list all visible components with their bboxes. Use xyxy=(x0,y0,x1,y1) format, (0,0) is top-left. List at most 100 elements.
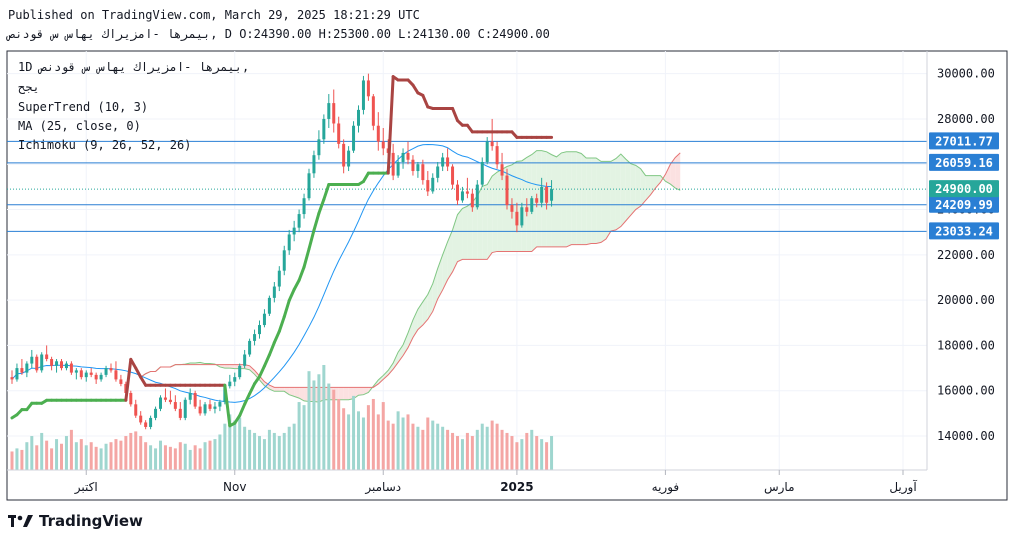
candle xyxy=(159,395,162,412)
candle-body xyxy=(287,234,291,251)
level-label-bg xyxy=(929,153,999,171)
candle xyxy=(79,368,83,380)
candle-body xyxy=(173,402,177,409)
price-tick-label: 20000.00 xyxy=(937,293,995,307)
volume-bar xyxy=(540,439,544,470)
volume-bar xyxy=(530,429,534,470)
candle xyxy=(451,164,455,190)
candle xyxy=(322,114,326,144)
candle xyxy=(376,112,380,151)
candle-body xyxy=(69,363,73,373)
candle-body xyxy=(267,297,271,314)
candle xyxy=(327,94,331,129)
candle xyxy=(456,180,459,206)
volume-bar xyxy=(391,423,395,470)
supertrend-segment xyxy=(282,299,291,319)
candle-body xyxy=(233,377,237,382)
legend-symbol: 1D بيمرها -امزيراك يهاس س قودنص, xyxy=(18,60,250,74)
candle-body xyxy=(465,191,469,194)
volume-bar xyxy=(168,446,172,470)
volume-bar xyxy=(347,414,351,470)
candle xyxy=(149,415,153,430)
time-tick-label: دسامبر xyxy=(364,480,401,495)
candle-body xyxy=(84,372,88,378)
supertrend-segment xyxy=(272,329,281,345)
volume-bar xyxy=(64,436,68,470)
candle xyxy=(342,139,346,174)
legend-ichimoku[interactable]: Ichimoku (9, 26, 52, 26) xyxy=(18,138,192,152)
candle-body xyxy=(535,198,539,203)
volume-bar xyxy=(465,432,469,470)
candle-body xyxy=(213,406,217,409)
candle xyxy=(411,155,415,176)
volume-bar xyxy=(520,439,524,470)
volume-bar xyxy=(208,440,212,470)
candle xyxy=(60,359,63,371)
volume-bar xyxy=(25,442,29,470)
last-price-label: 24900.00 xyxy=(935,182,993,196)
supertrend-segment xyxy=(302,247,311,269)
supertrend-segment xyxy=(317,197,326,215)
price-tick-label: 30000.00 xyxy=(937,67,995,81)
candle-body xyxy=(243,354,247,366)
time-axis[interactable]: اکتبر Nov دسامبر 2025 فوریه مارس آوریل xyxy=(74,470,918,495)
volume-bar xyxy=(421,429,425,470)
candle-body xyxy=(446,157,450,167)
candle xyxy=(267,295,271,316)
price-axis[interactable]: 14000.00 16000.00 18000.00 20000.00 22000.00… xyxy=(937,67,995,443)
candle xyxy=(520,202,524,228)
senkou-span-a xyxy=(140,150,681,403)
brand: TradingView xyxy=(8,512,143,530)
cloud-segment xyxy=(343,387,349,400)
volume-bar xyxy=(332,389,336,470)
supertrend-segment xyxy=(451,106,459,123)
cloud-segment xyxy=(670,157,676,189)
supertrend-segment xyxy=(307,228,316,251)
candle xyxy=(436,161,440,183)
volume-bar xyxy=(173,448,177,470)
candle-body xyxy=(327,103,331,119)
volume-bar xyxy=(119,440,123,470)
candle xyxy=(64,361,68,371)
volume-bar xyxy=(109,442,113,470)
candle-body xyxy=(208,404,212,409)
candle xyxy=(50,356,54,371)
volume-bar xyxy=(446,429,450,470)
candle-body xyxy=(178,408,182,418)
candle-body xyxy=(475,184,479,208)
candle xyxy=(307,168,311,201)
volume-bar xyxy=(69,429,73,470)
cloud-segment xyxy=(625,159,631,221)
candle xyxy=(401,148,405,169)
level-label-bg xyxy=(929,222,999,240)
volume-bar xyxy=(470,436,474,470)
candle xyxy=(530,195,534,215)
volume-bar xyxy=(322,365,326,470)
volume-bars xyxy=(10,365,554,470)
candle xyxy=(426,171,430,196)
candle-body xyxy=(515,211,519,226)
legend-supertrend[interactable]: SuperTrend (10, 3) xyxy=(18,100,149,114)
cloud-segment xyxy=(422,294,428,326)
candle-body xyxy=(456,184,459,201)
level-label: 27011.77 xyxy=(935,134,993,148)
candle-body xyxy=(525,207,529,212)
candle xyxy=(10,370,14,384)
candle xyxy=(431,173,435,194)
legend-ma[interactable]: MA (25, close, 0) xyxy=(18,119,141,133)
volume-bar xyxy=(188,449,192,470)
cloud-segment xyxy=(289,387,295,397)
candle-body xyxy=(376,125,380,142)
volume-bar xyxy=(500,429,504,470)
volume-bar xyxy=(550,436,554,470)
candle xyxy=(287,229,291,255)
cloud-segment xyxy=(284,387,290,395)
cloud-segment xyxy=(556,152,562,247)
cloud-segment xyxy=(606,161,611,239)
candle xyxy=(248,338,252,357)
cloud-segment xyxy=(561,151,567,247)
volume-bar xyxy=(490,420,494,470)
time-tick-label: فوریه xyxy=(652,480,680,495)
brand-name: TradingView xyxy=(39,512,143,530)
